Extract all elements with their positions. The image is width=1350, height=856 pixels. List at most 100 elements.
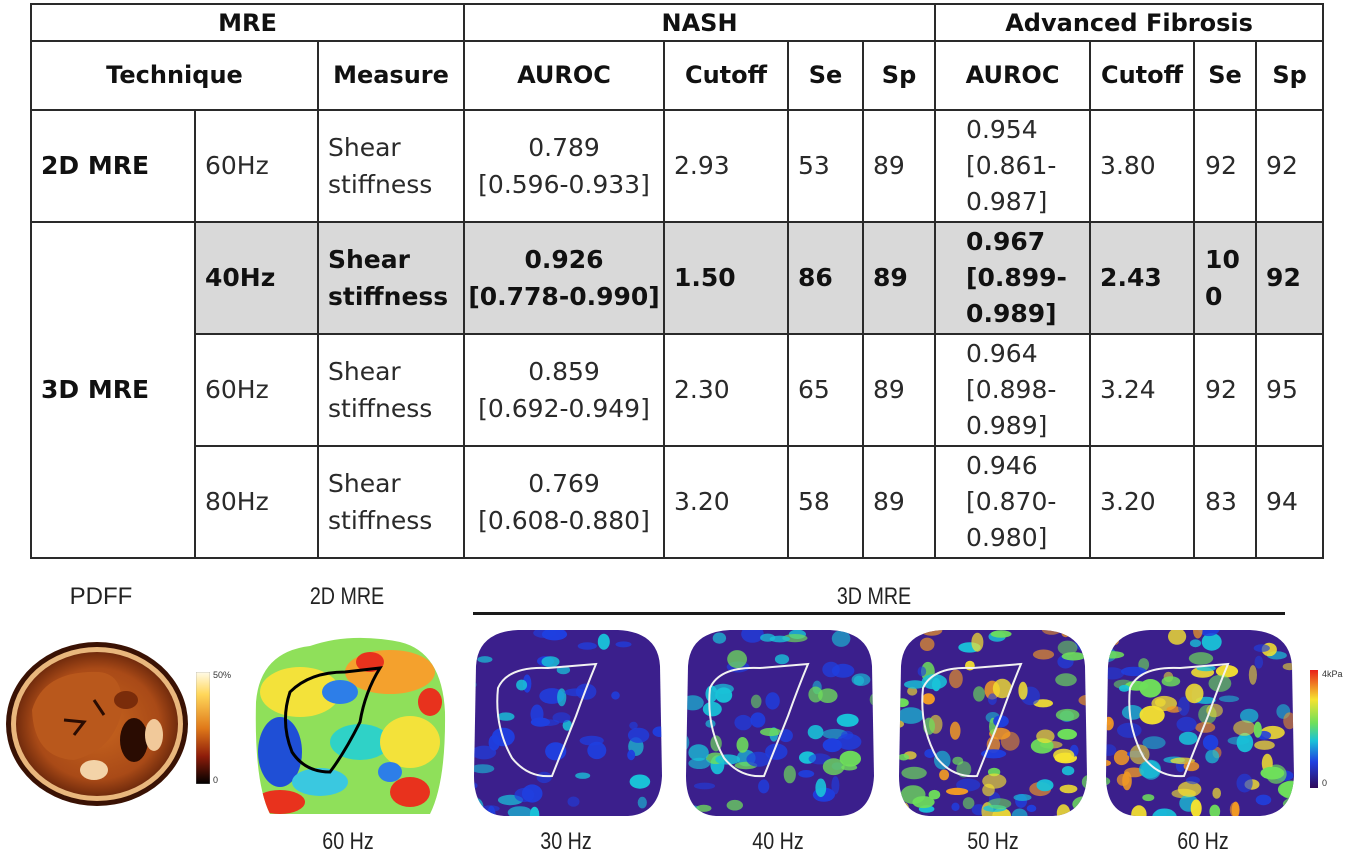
fibrosis-se-cell: 92: [1193, 108, 1258, 223]
column-header-row: Technique Measure AUROC Cutoff Se Sp AUR…: [30, 40, 1325, 111]
group-header-nash: NASH: [463, 2, 937, 43]
2d-mre-stiffness-map: [255, 637, 446, 815]
liver-outline: [921, 662, 1023, 778]
pdff-colorbar: [196, 672, 210, 784]
measure-cell-line: Shear: [328, 132, 401, 162]
nash-auroc-cell: 0.789 [0.596-0.933]: [463, 108, 666, 223]
col-header-nash-cutoff: Cutoff: [663, 40, 790, 111]
fibrosis-auroc-cell-line: [0.861-: [966, 150, 1057, 180]
measure-cell: Shear stiffness: [316, 108, 466, 223]
fibrosis-se-cell-line: 92: [1205, 375, 1237, 405]
fibrosis-sp-cell: 94: [1255, 444, 1325, 560]
group-header-mre: MRE: [29, 2, 466, 43]
label-3d-30hz: 30 Hz: [540, 828, 592, 855]
3d-mre-map-60hz: [1106, 630, 1294, 816]
label-3d-50hz: 50 Hz: [967, 828, 1019, 855]
nash-auroc-cell: 0.926 [0.778-0.990]: [463, 220, 666, 335]
3d-mre-map-30hz: [474, 630, 662, 816]
label-2d-mre: 2D MRE: [309, 583, 385, 610]
technique-2d-mre: 2D MRE: [30, 108, 196, 223]
table-row: 80Hz Shear stiffness 0.769 [0.608-0.880] 3.20…: [31, 444, 1325, 560]
liver-outline: [708, 662, 810, 778]
measure-cell-line: stiffness: [328, 505, 433, 535]
fibrosis-sp-cell: 92: [1255, 220, 1325, 335]
nash-se-cell: 58: [787, 444, 865, 560]
fibrosis-auroc-cell: 0.964 [0.898- 0.989]: [934, 332, 1092, 447]
measure-cell-line: stiffness: [328, 393, 433, 423]
nash-cutoff-cell: 3.20: [663, 444, 790, 560]
fibrosis-se-cell-line: 92: [1205, 151, 1237, 181]
measure-cell-line: stiffness: [328, 281, 449, 311]
table-row: 60Hz Shear stiffness 0.859 [0.692-0.949] 2.30…: [31, 332, 1325, 447]
nash-se-cell: 86: [787, 220, 865, 335]
fibrosis-cutoff-cell: 3.24: [1089, 332, 1196, 447]
3d-mre-bracket-line: [473, 612, 1285, 615]
fibrosis-auroc-cell-line: [0.899-: [966, 262, 1067, 292]
fibrosis-auroc-cell-line: 0.987]: [966, 186, 1048, 216]
col-header-nash-sp: Sp: [862, 40, 937, 111]
col-header-nash-se: Se: [787, 40, 865, 111]
nash-auroc-cell-line: 0.789: [528, 132, 600, 162]
nash-sp-cell: 89: [862, 332, 937, 447]
pdff-colorbar-min: 0: [213, 775, 219, 785]
fibrosis-sp-cell: 95: [1255, 332, 1325, 447]
nash-auroc-cell-line: 0.769: [528, 468, 600, 498]
label-pdff: PDFF: [69, 583, 133, 610]
label-3d-mre: 3D MRE: [836, 583, 912, 610]
nash-auroc-cell-line: [0.596-0.933]: [478, 169, 650, 199]
mre-colorbar: [1310, 670, 1318, 788]
group-header-row: MRE NASH Advanced Fibrosis: [29, 2, 1325, 43]
nash-cutoff-cell: 2.93: [663, 108, 790, 223]
frequency-cell: 60Hz: [194, 332, 319, 447]
fibrosis-cutoff-cell: 3.20: [1089, 444, 1196, 560]
label-3d-40hz: 40 Hz: [752, 828, 804, 855]
col-header-fibrosis-auroc: AUROC: [934, 40, 1092, 111]
nash-se-cell: 53: [787, 108, 865, 223]
fibrosis-auroc-cell-line: 0.989]: [966, 298, 1057, 328]
mre-colorbar-max: 4kPa: [1322, 669, 1343, 679]
results-table: MRE NASH Advanced Fibrosis Technique Mea…: [29, 2, 1325, 560]
col-header-nash-auroc: AUROC: [463, 40, 666, 111]
fibrosis-se-cell: 83: [1193, 444, 1258, 560]
fibrosis-auroc-cell: 0.954 [0.861- 0.987]: [934, 108, 1092, 223]
measure-cell-line: Shear: [328, 468, 401, 498]
group-header-advanced-fibrosis: Advanced Fibrosis: [934, 2, 1325, 43]
fibrosis-auroc-cell-line: [0.870-: [966, 486, 1057, 516]
pdff-colorbar-max: 50%: [213, 670, 232, 680]
3d-mre-map-40hz: [686, 630, 874, 816]
measure-cell-line: Shear: [328, 356, 401, 386]
nash-auroc-cell-line: [0.608-0.880]: [478, 505, 650, 535]
mre-colorbar-min: 0: [1322, 778, 1328, 788]
3d-mre-map-50hz: [899, 630, 1087, 816]
frequency-cell: 40Hz: [194, 220, 319, 335]
nash-cutoff-cell: 2.30: [663, 332, 790, 447]
liver-outline: [1128, 662, 1230, 778]
fibrosis-se-cell: 92: [1193, 332, 1258, 447]
fibrosis-auroc-cell-line: 0.946: [966, 450, 1038, 480]
measure-cell: Shear stiffness: [316, 220, 466, 335]
measure-cell-line: Shear: [328, 244, 410, 274]
measure-cell-line: stiffness: [328, 169, 433, 199]
col-header-technique: Technique: [30, 40, 319, 111]
frequency-cell: 60Hz: [194, 108, 319, 223]
frequency-cell: 80Hz: [194, 444, 319, 560]
nash-se-cell: 65: [787, 332, 865, 447]
table-row: 3D MRE 40Hz Shear stiffness 0.926 [0.778-0.99…: [30, 220, 1325, 560]
fibrosis-cutoff-cell: 3.80: [1089, 108, 1196, 223]
nash-auroc-cell-line: [0.692-0.949]: [478, 393, 650, 423]
measure-cell: Shear stiffness: [316, 444, 466, 560]
col-header-measure: Measure: [316, 40, 466, 111]
col-header-fibrosis-se: Se: [1193, 40, 1258, 111]
col-header-fibrosis-cutoff: Cutoff: [1089, 40, 1196, 111]
nash-cutoff-cell: 1.50: [663, 220, 790, 335]
fibrosis-cutoff-cell: 2.43: [1089, 220, 1196, 335]
fibrosis-auroc-cell-line: 0.989]: [966, 410, 1048, 440]
fibrosis-auroc-cell-line: 0.954: [966, 114, 1038, 144]
nash-sp-cell: 89: [862, 444, 937, 560]
liver-outline: [496, 662, 598, 778]
fibrosis-se-cell-line: 10: [1205, 244, 1240, 274]
measure-cell: Shear stiffness: [316, 332, 466, 447]
fibrosis-auroc-cell-line: 0.967: [966, 226, 1046, 256]
label-2d-60hz: 60 Hz: [322, 828, 374, 855]
col-header-fibrosis-sp: Sp: [1255, 40, 1325, 111]
